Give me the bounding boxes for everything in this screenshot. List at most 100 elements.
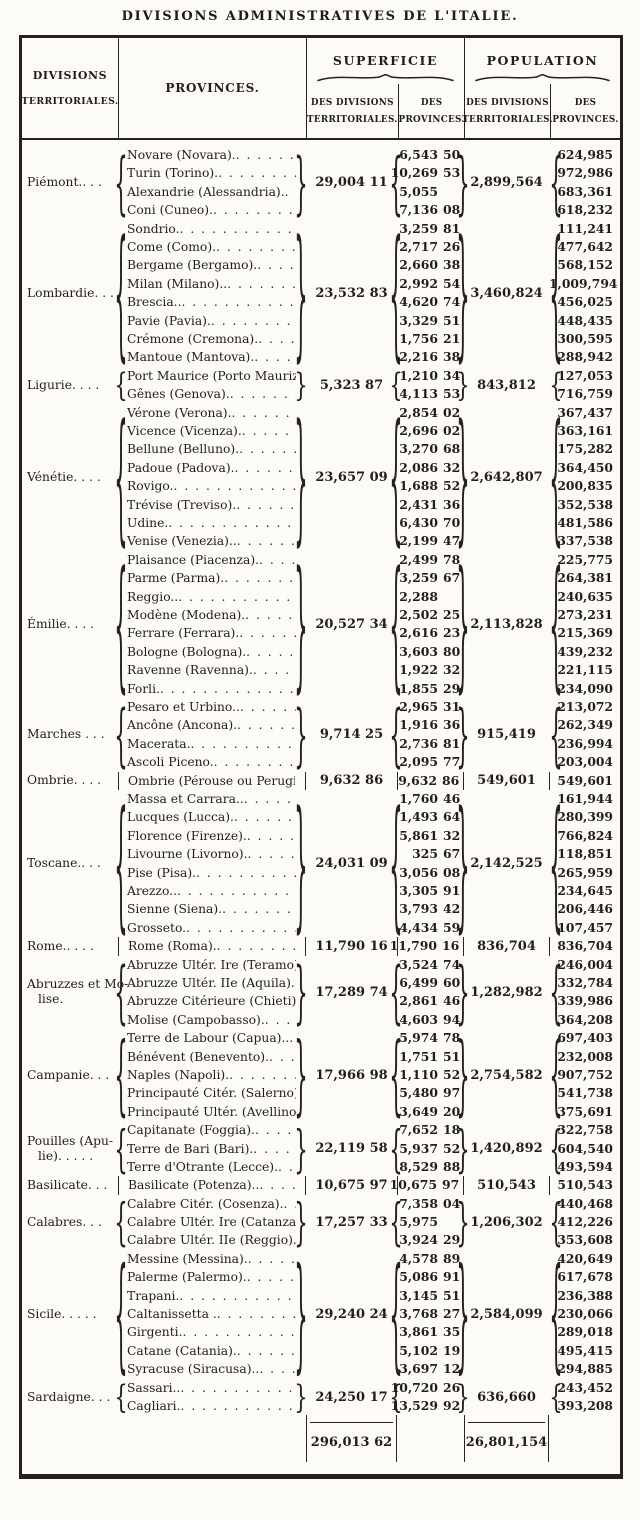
table-row: Grosseto. . . . . . . . . . . . . . . . … [127,919,296,937]
province-population-value: 339,986 [557,993,613,1009]
province-population-value: 264,381 [557,570,613,586]
table-row: Sassari.. . . . . . . . . . . . . . . . … [127,1379,296,1397]
total-rule [310,1422,393,1424]
province-superficie-value: 1,210 34 [397,367,464,385]
value-integer: 3,861 [399,1324,438,1340]
population-provinces-cell: 440,468 412,226 353,608{ [549,1195,620,1250]
province-name: Rome (Roma). [128,939,217,954]
table-row: Caltanissetta . . . . . . . . . . . . . … [127,1305,296,1323]
value-integer: 9,632 [398,772,437,788]
value-integer: 8,529 [399,1158,438,1174]
province-population-value: 393,208 [557,1398,613,1414]
province-name: Florence (Firenze). [127,828,247,843]
value-integer: 5,480 [399,1085,438,1101]
superficie-division-cell: 24,031 09 [306,790,397,937]
header-label: TERRITORIALES. [462,114,553,125]
value-decimal: 91 [443,1269,461,1285]
province-superficie-value: 2,861 46 [397,992,464,1010]
value-integer: 2,965 [399,698,438,714]
province-superficie-value: 3,697 12 [397,1360,464,1378]
value-decimal: 51 [443,312,461,328]
province-name: Abruzze Ultér. IIe (Aquila).. [127,975,296,990]
province-superficie-value: 3,305 91 [397,882,464,900]
dot-leader: . . . . . . . . . . . . . . . . . . . . … [269,1049,296,1064]
province-superficie-value: 11,790 16 [390,937,463,955]
table-row: Messine (Messina). . . . . . . . . . . .… [127,1250,296,1268]
superficie-division-cell: 9,714 25 [306,698,397,772]
value-integer: 2,660 [399,257,438,273]
province-name: Catane (Catania). [127,1343,237,1358]
header-label: PROVINCES. [165,81,260,95]
table-row: Palerme (Palermo). . . . . . . . . . . .… [127,1268,296,1286]
dot-leader: . . . . . . . . . . . . . . . . . . . . … [289,1031,296,1046]
province-superficie-value: 2,502 25 [397,606,464,624]
provinces-cell: Terre de Labour (Capua).. . . . . . . . … [114,1029,308,1121]
provinces-cell: Basilicate (Potenza).. . . . . . . . . .… [118,1176,306,1195]
table-row: Trévise (Treviso). . . . . . . . . . . .… [127,496,296,514]
division-superficie-value: 17,966 98 [315,1067,388,1083]
population-division-cell: 2,899,564 [464,146,549,220]
dot-leader: . . . . . . . . . . . . . . . . . . . . … [241,423,296,438]
province-superficie-value: 2,086 32 [397,459,464,477]
division-cell: Sardaigne. . . [22,1379,118,1416]
province-superficie-value: 2,216 38 [397,348,464,366]
population-division-cell: 836,704 [464,937,549,955]
dot-leader: . . . . . . . . . . . . . . . . . . . . … [252,663,296,678]
page-title: DIVISIONS ADMINISTRATIVES DE L'ITALIE. [121,9,519,24]
value-integer: 4,620 [399,294,438,310]
province-name: Pesaro et Urbino.. [127,699,240,714]
dot-leader: . . . . . . . . . . . . . . . . . . . . … [253,1141,296,1156]
header-label: DES DIVISIONS [466,97,549,108]
superficie-division-cell: 5,323 87 [306,367,397,404]
province-name: Venise (Venezia).. [127,534,237,549]
dot-leader: . . . . . . . . . . . . . . . . . . . . … [258,331,296,346]
table-row: Arezzo.. . . . . . . . . . . . . . . . .… [127,882,296,900]
province-name: Port Maurice (Porto Maurizio). [127,368,296,383]
dot-leader: . . . . . . . . . . . . . . . . . . . . … [283,1196,296,1211]
province-population-value: 262,349 [557,717,613,733]
value-decimal: 74 [443,294,461,310]
province-population-value: 364,450 [557,459,613,475]
table-row: Crémone (Cremona). . . . . . . . . . . .… [127,330,296,348]
province-name: Pise (Pisa). [127,865,197,880]
province-superficie-value: 10,675 97 [390,1176,463,1194]
value-integer: 7,136 [399,202,438,218]
province-superficie-value: 2,696 02 [397,422,464,440]
population-provinces-cell: 161,944 280,399 766,824 118,851 265,959 234,6… [549,790,620,937]
province-name: Sondrio. [127,221,180,236]
division-superficie-value: 29,004 11 [315,175,388,191]
dot-leader: . . . . . . . . . . . . . . . . . . . . … [186,920,296,935]
value-integer: 2,499 [399,551,438,567]
province-superficie-value: 3,793 42 [397,900,464,918]
division-cell: Calabres. . . [22,1195,118,1250]
province-population-value: 246,004 [557,956,613,972]
value-decimal: 26 [443,1379,461,1395]
province-name: Abruzze Ultér. Ire (Teramo).. [127,957,296,972]
dot-leader: . . . . . . . . . . . . . . . . . . . . … [178,589,296,604]
value-decimal: 81 [443,220,461,236]
header-label: PROVINCES. [398,114,465,125]
table-row: Principauté Citér. (Salerno). . . . . . … [127,1084,296,1102]
division-group: Sicile. . . . . Messine (Messina). . . . … [22,1250,620,1379]
province-population-value: 111,241 [557,220,613,236]
province-name: Trapani. [127,1288,180,1303]
province-superficie-value: 1,688 52 [397,477,464,495]
province-name: Calabre Citér. (Cosenza). [127,1196,284,1211]
province-population-value: 352,538 [557,496,613,512]
population-division-cell: 2,142,525 [464,790,549,937]
value-decimal: 35 [443,1324,461,1340]
province-superficie-value: 3,056 08 [397,864,464,882]
division-group: Calabres. . . Calabre Citér. (Cosenza). .… [22,1195,620,1250]
header-superficie-provinces: DES PROVINCES. [397,84,465,138]
value-integer: 3,649 [399,1103,438,1119]
division-group: Abruzzes et Mo-lise. Abruzze Ultér. Ire (… [22,956,620,1030]
province-superficie-value: 8,529 88 [397,1158,464,1176]
province-population-value: 510,543 [557,1177,613,1193]
dot-leader: . . . . . . . . . . . . . . . . . . . . … [254,350,296,365]
province-name: Mantoue (Mantova). [127,350,255,365]
province-name: Alexandrie (Alessandria). [127,184,285,199]
dot-leader: . . . . . . . . . . . . . . . . . . . . … [229,1067,296,1082]
division-cell: Rome.. . . . [22,937,118,955]
table-row: Turin (Torino). . . . . . . . . . . . . … [127,164,296,182]
table-row: Calabre Citér. (Cosenza). . . . . . . . … [127,1195,296,1213]
